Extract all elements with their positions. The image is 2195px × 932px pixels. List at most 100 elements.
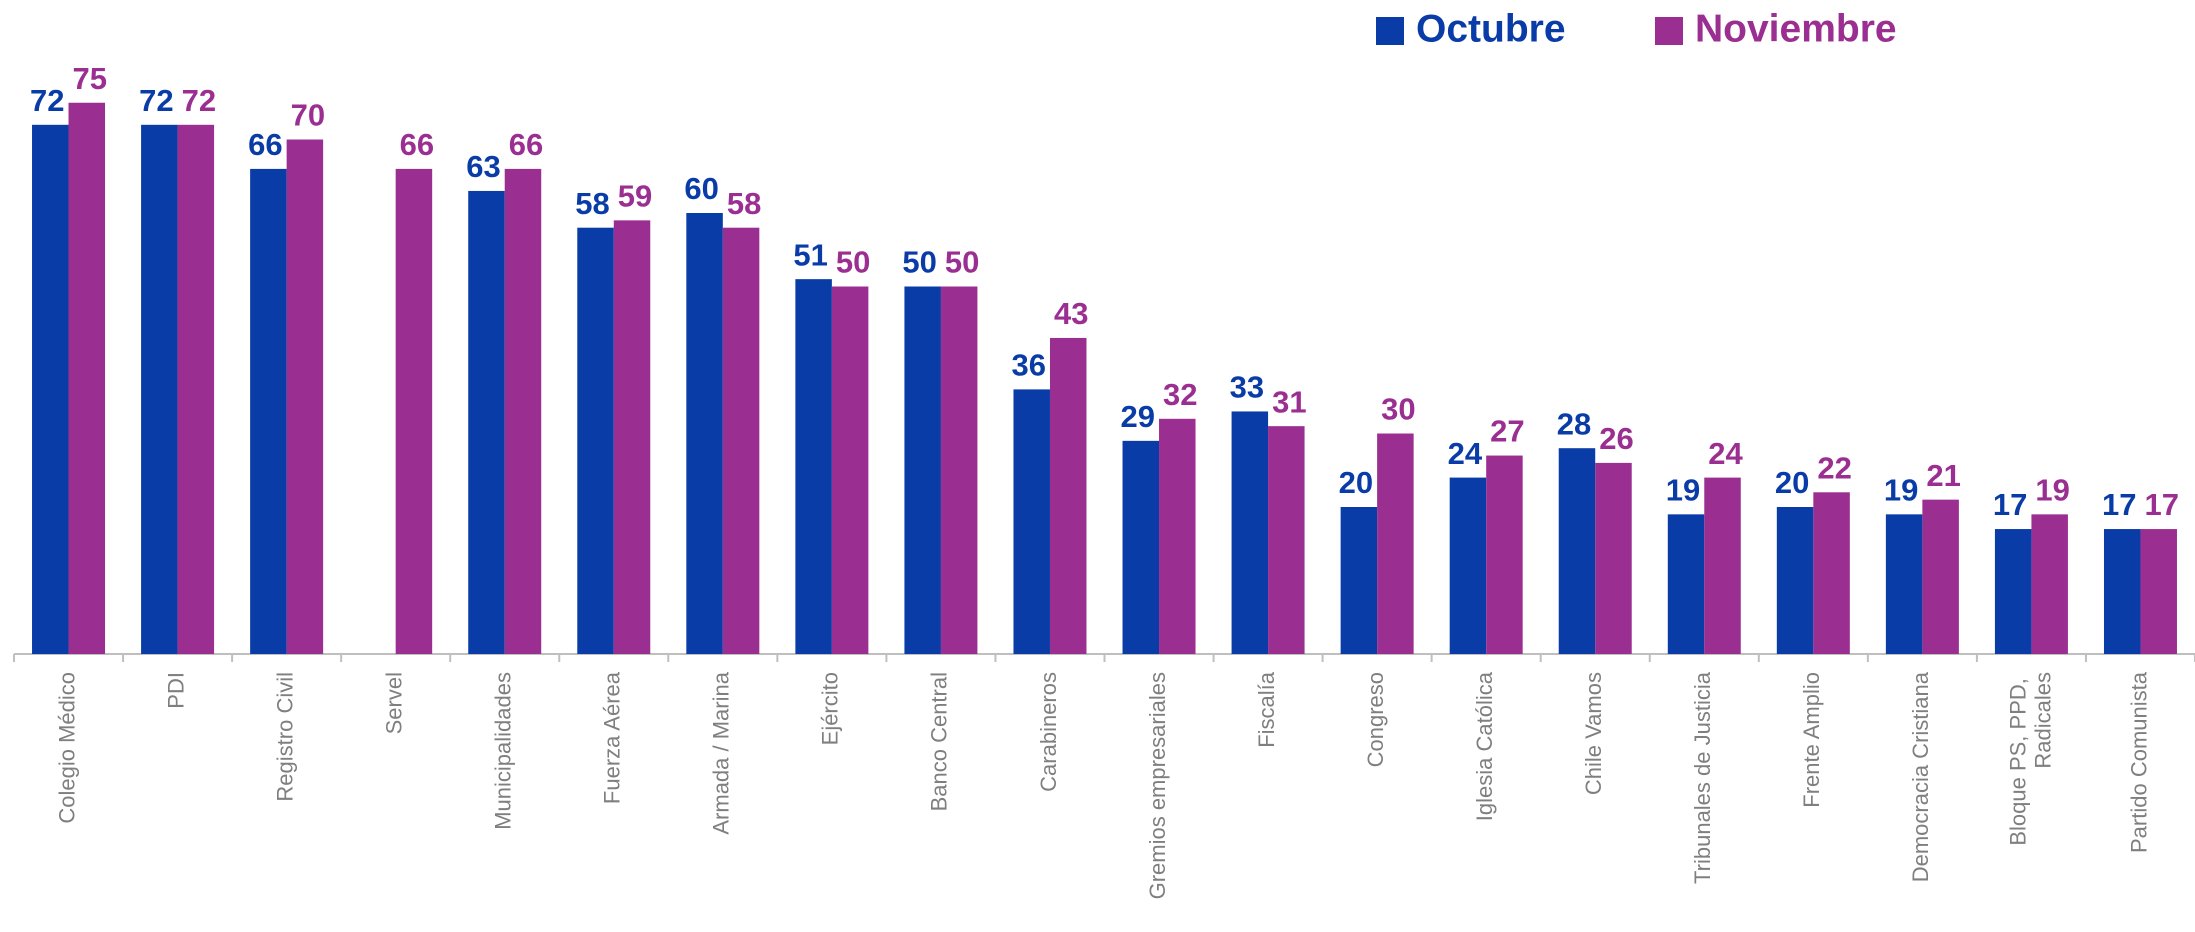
bar [1885, 514, 1923, 654]
bar [1994, 529, 2032, 654]
legend-label: Octubre [1416, 7, 1566, 50]
bar [722, 227, 760, 654]
data-label: 60 [684, 171, 718, 206]
bar [286, 139, 324, 654]
data-label: 36 [1011, 348, 1045, 383]
x-tick-label: Armada / Marina [709, 671, 734, 834]
data-label: 20 [1339, 465, 1373, 500]
bar [577, 227, 614, 654]
data-label: 50 [945, 245, 979, 280]
data-label: 17 [2144, 487, 2178, 522]
data-label: 27 [1490, 414, 1524, 449]
x-tick-label: Ejército [818, 672, 843, 745]
bar [68, 102, 106, 654]
bar [795, 279, 832, 654]
bar [2031, 514, 2068, 654]
data-label: 28 [1557, 406, 1591, 441]
bar [177, 124, 215, 655]
x-tick-label: Congreso [1363, 672, 1388, 767]
bar [613, 220, 651, 654]
x-tick-label: Fuerza Aérea [600, 671, 625, 804]
data-label: 66 [248, 127, 282, 162]
x-tick-label: Tribunales de Justicia [1690, 671, 1715, 884]
data-label: 66 [400, 127, 434, 162]
x-tick-label: Gremios empresariales [1145, 672, 1170, 899]
x-tick-label: Servel [381, 672, 406, 734]
data-label: 19 [1884, 473, 1918, 508]
bar [2140, 529, 2177, 654]
data-label: 33 [1230, 370, 1264, 405]
data-label: 50 [836, 245, 870, 280]
x-tick-label: Municipalidades [491, 672, 516, 830]
data-label: 43 [1054, 296, 1088, 331]
data-label: 29 [1121, 399, 1155, 434]
legend-swatch [1376, 17, 1404, 45]
x-tick-label: Colegio Médico [54, 672, 79, 824]
data-label: 17 [2102, 487, 2136, 522]
bar [1595, 462, 1632, 654]
x-tick-label: Fiscalía [1254, 671, 1279, 748]
data-label: 24 [1448, 436, 1483, 471]
data-label: 19 [2035, 473, 2069, 508]
x-tick-label: Bloque PS, PPD, Radicales [2005, 672, 2055, 846]
bar [1377, 433, 1414, 654]
data-label: 31 [1272, 384, 1306, 419]
legend-swatch [1655, 17, 1683, 45]
x-tick-label: Carabineros [1036, 672, 1061, 792]
bar [1776, 507, 1814, 654]
bar [141, 124, 178, 655]
data-label: 19 [1666, 473, 1700, 508]
legend-label: Noviembre [1695, 7, 1897, 50]
bar [468, 190, 505, 654]
bar [1159, 418, 1196, 654]
data-label: 30 [1381, 392, 1415, 427]
bar [1922, 499, 1959, 654]
data-label: 21 [1926, 458, 1960, 493]
data-label: 51 [793, 237, 827, 272]
bar [1558, 448, 1596, 654]
data-label: 24 [1708, 436, 1743, 471]
x-tick-label: Frente Amplio [1799, 672, 1824, 808]
bar [1340, 507, 1378, 654]
bar [1049, 337, 1087, 654]
data-label: 32 [1163, 377, 1197, 412]
data-label: 63 [466, 149, 500, 184]
bar [1813, 492, 1850, 654]
bar [504, 168, 542, 654]
data-label: 26 [1599, 421, 1633, 456]
bar [250, 168, 287, 654]
bar [904, 286, 941, 654]
data-label: 22 [1817, 450, 1851, 485]
data-label: 58 [727, 186, 761, 221]
x-tick-label: Chile Vamos [1581, 672, 1606, 795]
bar [1486, 455, 1523, 654]
data-label: 70 [291, 98, 325, 133]
bar [831, 286, 869, 654]
bar [1667, 514, 1705, 654]
data-label: 59 [618, 179, 652, 214]
data-label: 58 [575, 186, 609, 221]
bar [1449, 477, 1487, 654]
x-tick-label: Banco Central [927, 672, 952, 811]
bar [2103, 529, 2141, 654]
x-tick-label: Democracia Cristiana [1908, 671, 1933, 882]
bar [1704, 477, 1741, 654]
data-label: 75 [73, 61, 107, 96]
bar [940, 286, 978, 654]
x-tick-label: PDI [163, 672, 188, 709]
bar [1231, 411, 1269, 654]
data-label: 17 [1993, 487, 2027, 522]
x-tick-label: Registro Civil [272, 672, 297, 802]
data-label: 72 [139, 83, 173, 118]
bar [32, 124, 69, 655]
bar [1122, 440, 1160, 654]
x-tick-label: Partido Comunista [2126, 671, 2151, 853]
bar [1268, 426, 1305, 654]
data-label: 50 [902, 245, 936, 280]
bar [395, 168, 433, 654]
data-label: 72 [30, 83, 64, 118]
data-label: 72 [182, 83, 216, 118]
bar [686, 213, 723, 654]
